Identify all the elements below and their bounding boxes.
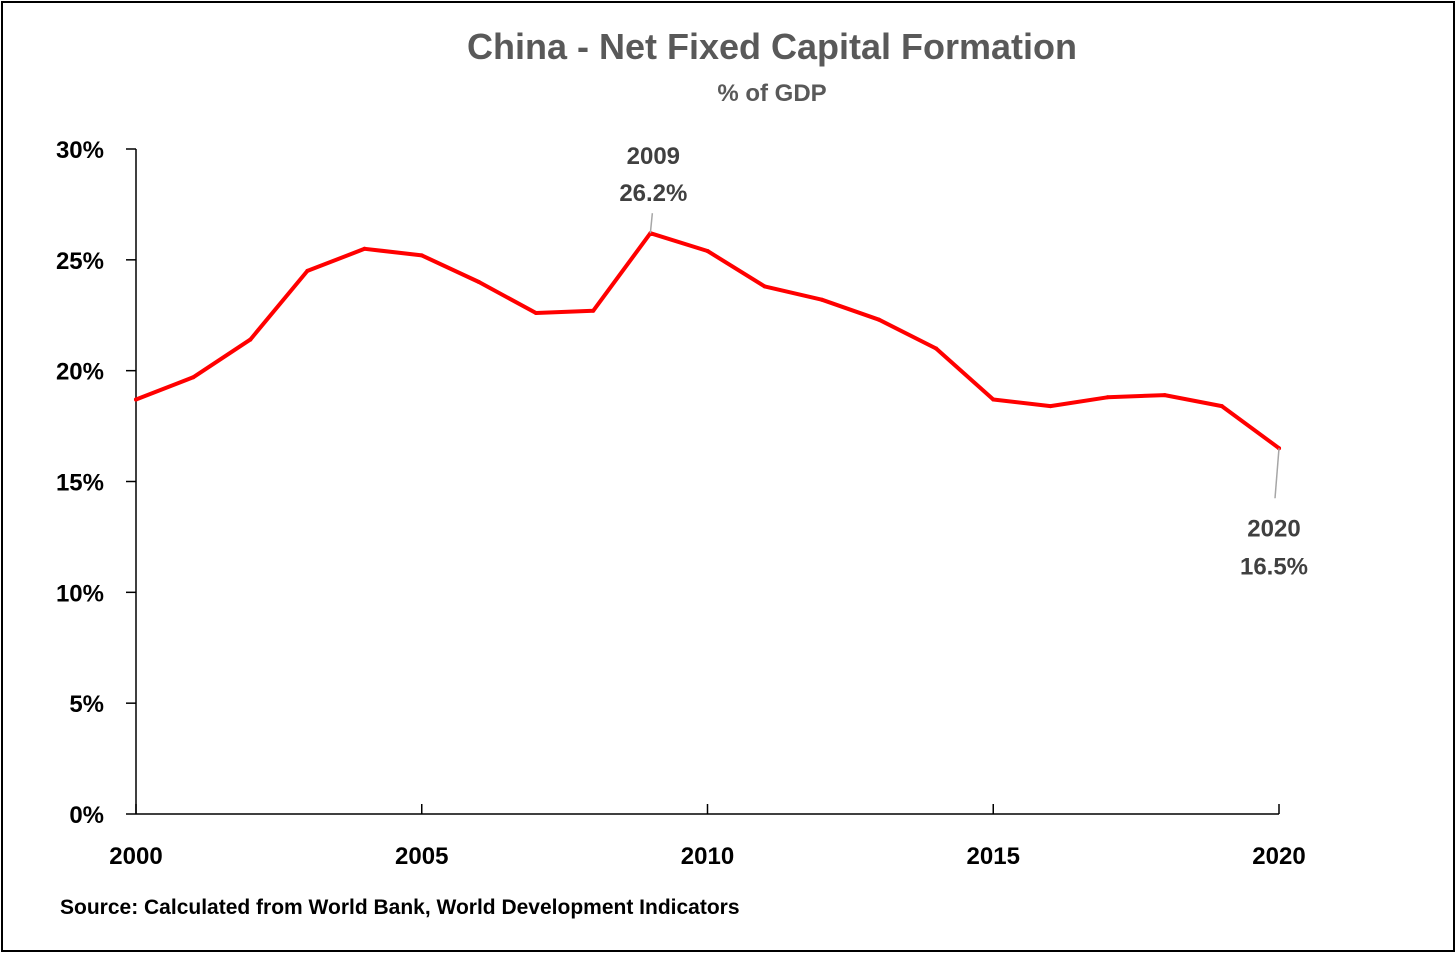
x-tick-label: 2000: [109, 843, 162, 870]
data-point: [191, 375, 196, 380]
y-axis: 0% 5% 10% 15% 20% 25% 30%: [56, 137, 137, 829]
x-axis: 2000 2005 2010 2015 2020: [109, 804, 1306, 870]
y-tick-label: 0%: [69, 802, 104, 829]
callout-leader-line: [649, 213, 654, 234]
callout-year: 2020: [1247, 515, 1300, 542]
source-note: Source: Calculated from World Bank, Worl…: [60, 896, 740, 919]
x-tick-label: 2010: [681, 843, 734, 870]
x-tick-label: 2020: [1252, 843, 1305, 870]
callout-leader-line: [1274, 448, 1280, 499]
data-point: [534, 311, 538, 315]
x-tick-label: 2015: [967, 843, 1020, 870]
y-tick-label: 15%: [56, 470, 104, 497]
x-tick-label: 2005: [395, 843, 448, 870]
data-point: [877, 317, 881, 322]
data-point: [934, 346, 939, 351]
data-point: [762, 284, 767, 289]
data-point: [1219, 404, 1224, 409]
data-point: [248, 337, 253, 342]
annotation-layer: 2009 26.2% 2020 16.5%: [619, 143, 1308, 580]
data-point: [134, 397, 138, 402]
data-point: [591, 308, 596, 313]
callout-year: 2009: [627, 143, 680, 170]
chart-subtitle: % of GDP: [717, 80, 826, 107]
data-point: [419, 253, 424, 258]
data-point: [1105, 395, 1110, 400]
series-line: [134, 231, 1281, 451]
data-label: 2020 16.5%: [1240, 448, 1308, 580]
data-point: [991, 397, 996, 402]
data-label: 2009 26.2%: [619, 143, 687, 234]
data-point: [1048, 404, 1053, 409]
series-layer: [134, 231, 1281, 451]
data-point: [1277, 446, 1281, 451]
data-point: [476, 280, 481, 284]
y-tick-label: 25%: [56, 248, 104, 275]
data-point: [819, 297, 824, 302]
data-point: [705, 249, 710, 253]
data-point: [305, 268, 310, 273]
callout-value: 26.2%: [619, 180, 687, 207]
data-point: [1162, 393, 1167, 398]
data-point: [362, 246, 367, 251]
y-tick-label: 5%: [69, 691, 104, 718]
chart-title: China - Net Fixed Capital Formation: [467, 26, 1077, 67]
y-tick-label: 20%: [56, 359, 104, 386]
callout-value: 16.5%: [1240, 553, 1308, 580]
y-tick-label: 30%: [56, 137, 104, 164]
y-tick-label: 10%: [56, 580, 104, 607]
